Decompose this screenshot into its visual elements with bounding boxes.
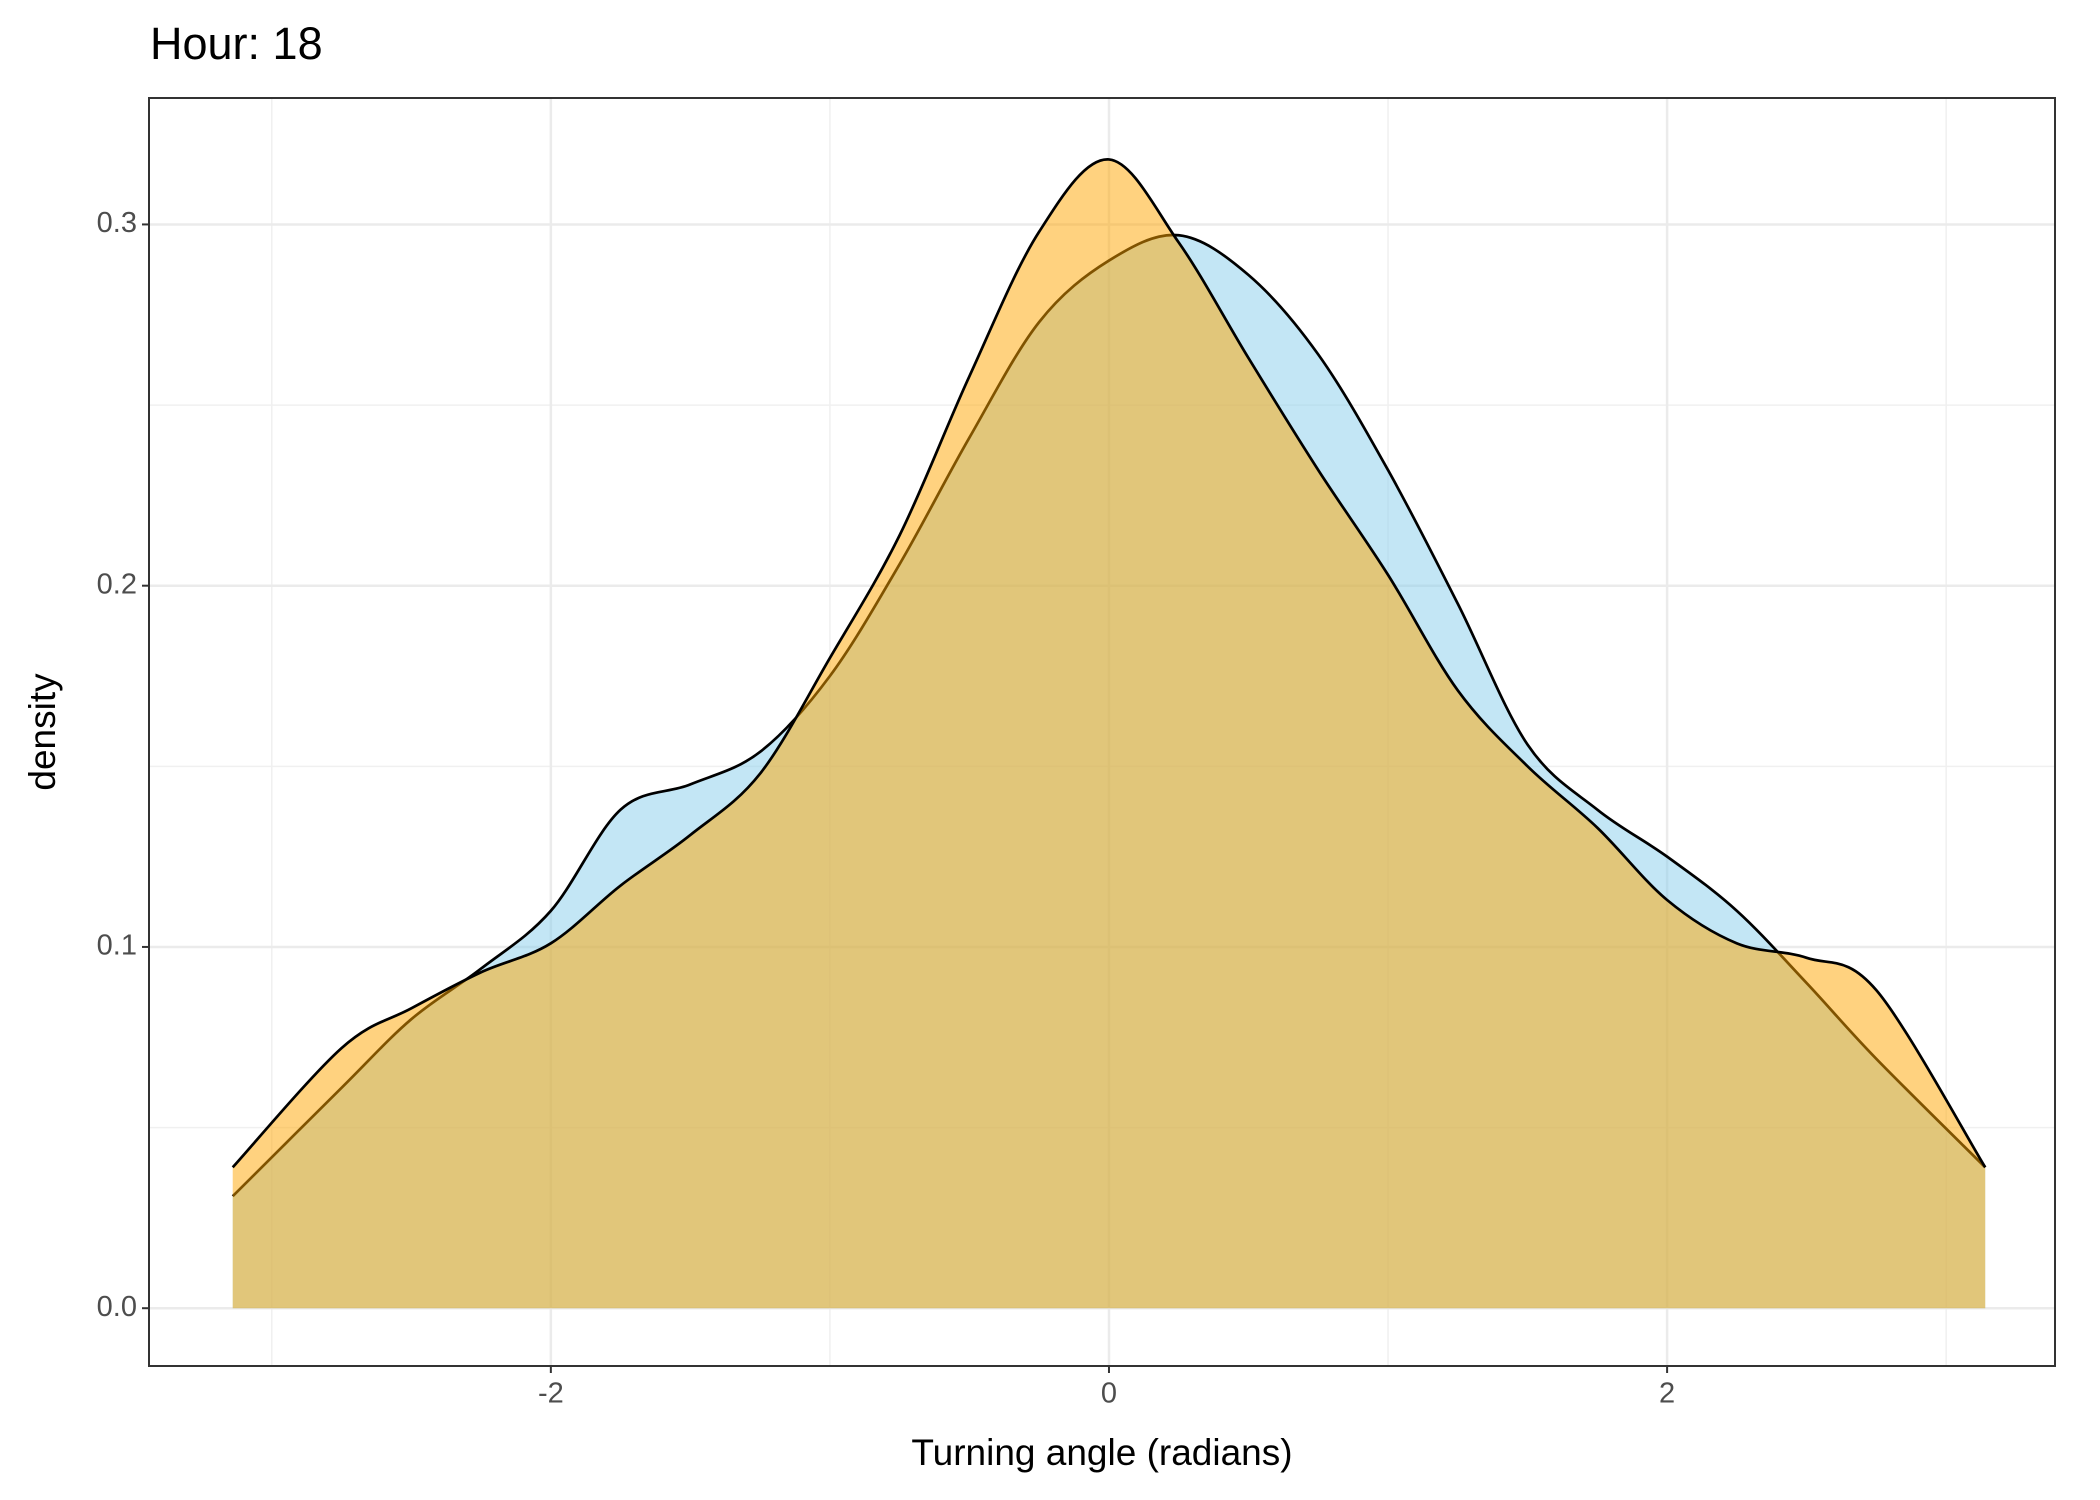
x-tick-label: 0: [1101, 1378, 1117, 1410]
density-line: [231, 158, 1987, 1169]
panel-border: [148, 97, 2056, 1367]
x-tick-label: 2: [1659, 1378, 1675, 1410]
x-axis-title: Turning angle (radians): [911, 1432, 1292, 1473]
y-tick-label: 0.3: [97, 207, 137, 239]
density-area: [232, 159, 1986, 1309]
y-tick-label: 0.2: [97, 568, 137, 600]
x-tick-label: -2: [538, 1378, 564, 1410]
y-axis-title: density: [22, 673, 63, 791]
chart-title: Hour: 18: [150, 18, 323, 69]
y-tick-label: 0.1: [97, 930, 137, 962]
y-tick-label: 0.0: [97, 1291, 137, 1323]
